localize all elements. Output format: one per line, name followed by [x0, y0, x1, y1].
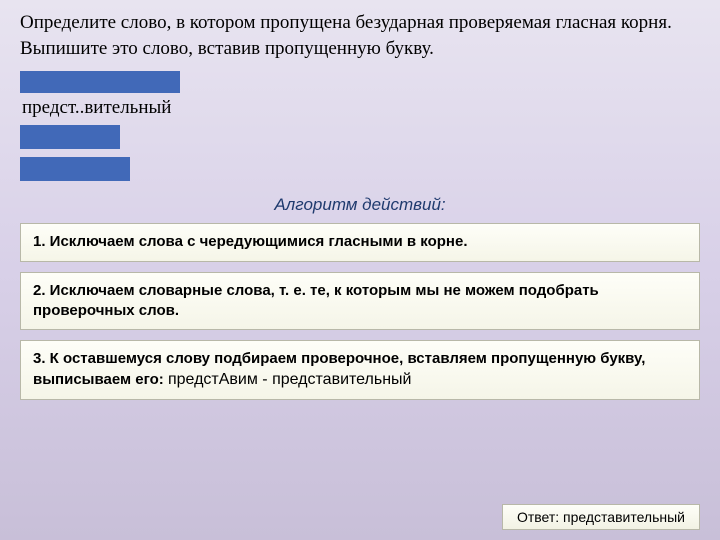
hidden-option-1	[20, 71, 180, 93]
task-title: Определите слово, в котором пропущена бе…	[0, 0, 720, 69]
step-2-box: 2. Исключаем словарные слова, т. е. те, …	[20, 272, 700, 331]
hidden-option-2	[20, 125, 120, 149]
hidden-option-3	[20, 157, 130, 181]
step-2-text: 2. Исключаем словарные слова, т. е. те, …	[33, 282, 599, 319]
answer-box: Ответ: представительный	[502, 504, 700, 530]
step-1-text: 1. Исключаем слова с чередующимися гласн…	[33, 233, 468, 250]
answer-text: Ответ: представительный	[517, 509, 685, 525]
step-3-box: 3. К оставшемуся слову подбираем проверо…	[20, 340, 700, 400]
algorithm-heading: Алгоритм действий:	[0, 195, 720, 215]
step-1-box: 1. Исключаем слова с чередующимися гласн…	[20, 223, 700, 261]
visible-word-option: предст..вительный	[22, 97, 720, 119]
step-3-highlight: предстАвим - представительный	[168, 371, 412, 388]
